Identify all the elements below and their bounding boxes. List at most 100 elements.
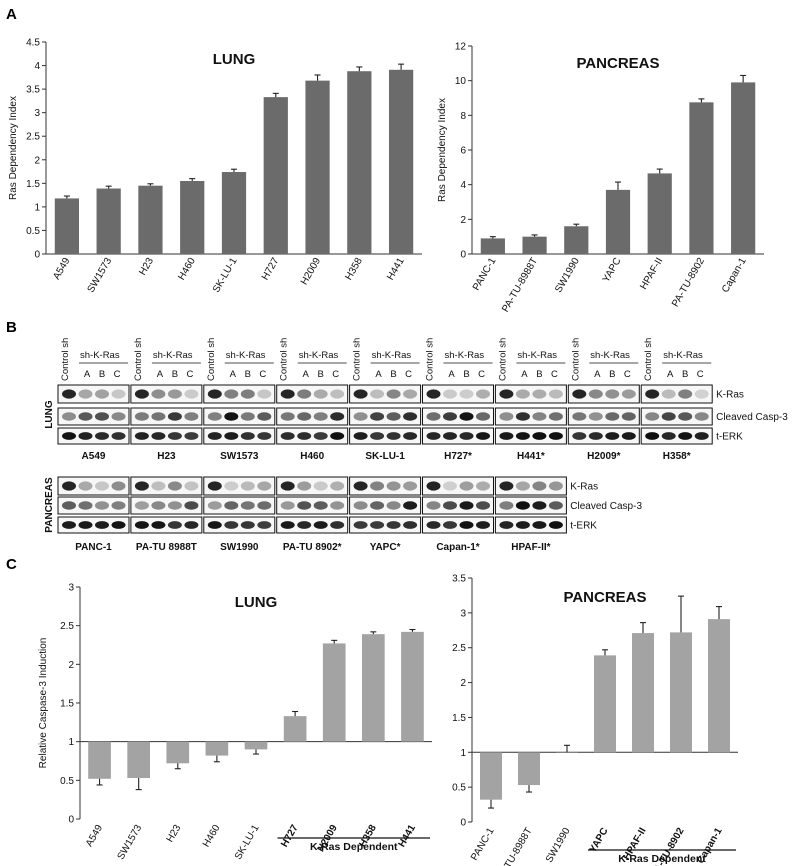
blot-band xyxy=(151,501,166,510)
blot-band xyxy=(78,412,93,421)
y-axis-label: Ras Dependency Index xyxy=(8,96,19,200)
blot-band xyxy=(257,412,272,421)
blot-band xyxy=(621,432,636,440)
blot-band xyxy=(426,389,441,399)
blot-band xyxy=(370,412,385,421)
chart-c-lung: LUNG 0 0.5 1 1.5 2 2.5 3 Relative Caspase-3 Indu… xyxy=(38,583,432,862)
blot-band xyxy=(403,501,418,510)
blot-band xyxy=(240,481,255,491)
blot-cell-line-label: HPAF-II* xyxy=(511,542,550,553)
blot-box xyxy=(203,516,276,534)
blot-lane-label: A xyxy=(667,369,674,380)
bar-a549 xyxy=(54,198,80,254)
bar-sw1573 xyxy=(96,188,121,254)
blot-box xyxy=(276,407,349,426)
y-tick-label: 6 xyxy=(460,146,466,157)
y-tick-label: 1.5 xyxy=(452,713,466,724)
blot-cell-line-label: H358* xyxy=(663,451,691,462)
blot-cell-line-label: SK-LU-1 xyxy=(365,451,405,462)
blot-band xyxy=(621,412,636,421)
blot-band xyxy=(476,412,490,421)
x-tick-label: PA-TU-8988T xyxy=(495,826,535,866)
blot-band xyxy=(403,521,418,529)
blot-lane-label: A xyxy=(375,369,382,380)
blot-lane-label: B xyxy=(536,369,542,380)
bar-yapc xyxy=(593,655,617,753)
bar-h2009 xyxy=(322,643,346,742)
y-tick-label: 1 xyxy=(68,737,74,748)
blot-cell-line-label: H441* xyxy=(517,451,545,462)
blot-band xyxy=(240,412,255,421)
blot-band xyxy=(184,501,199,510)
blot-cell-line-label: H727* xyxy=(444,451,472,462)
blot-band xyxy=(588,389,603,399)
y-tick-label: 2 xyxy=(460,678,466,689)
blot-band xyxy=(678,412,693,421)
blot-lane-label: A xyxy=(230,369,237,380)
blot-band xyxy=(111,501,126,510)
bar-h460 xyxy=(180,180,205,254)
bar-hpaf-ii xyxy=(631,633,655,753)
blot-band xyxy=(280,481,295,491)
blot-band xyxy=(386,521,401,529)
blot-band xyxy=(499,389,514,399)
blot-band xyxy=(443,481,457,491)
blot-band xyxy=(111,432,126,440)
blot-band xyxy=(330,521,345,529)
blot-band xyxy=(224,521,239,529)
blot-band xyxy=(313,481,328,491)
blot-header-control: Control sh xyxy=(425,338,436,381)
bar-capan-1 xyxy=(731,82,756,255)
blot-box xyxy=(57,496,130,515)
blot-header-control: Control sh xyxy=(643,338,654,381)
blot-band xyxy=(62,412,76,421)
blot-cell-line-label: Capan-1* xyxy=(436,542,479,553)
blot-band xyxy=(476,389,490,399)
blot-lane-label: B xyxy=(99,369,105,380)
blot-box xyxy=(276,476,349,496)
y-tick-label: 4 xyxy=(460,180,466,191)
blot-band xyxy=(62,389,76,399)
blot-lane-label: C xyxy=(332,369,339,380)
y-tick-label: 3 xyxy=(34,108,40,119)
blot-cell-line-label: H2009* xyxy=(587,451,620,462)
blot-band xyxy=(224,432,239,440)
blot-band xyxy=(443,432,457,440)
blot-band xyxy=(184,521,199,529)
blot-band xyxy=(224,501,239,510)
y-tick-label: 2 xyxy=(34,155,40,166)
x-tick-label: HPAF-II xyxy=(638,256,665,292)
blot-band xyxy=(370,389,385,399)
blot-band xyxy=(426,481,441,491)
bar-sw1990 xyxy=(555,752,579,753)
x-tick-label: YAPC xyxy=(601,256,624,284)
blot-band xyxy=(257,432,272,440)
blot-band xyxy=(78,432,93,440)
blot-band xyxy=(426,501,441,510)
blot-band xyxy=(370,501,385,510)
blot-band xyxy=(297,481,312,491)
blot-lane-label: B xyxy=(609,369,615,380)
y-tick-label: 12 xyxy=(455,42,467,53)
blot-cell-line-label: YAPC* xyxy=(370,542,401,553)
blot-band xyxy=(694,389,709,399)
blot-band xyxy=(111,412,126,421)
blot-band xyxy=(386,389,401,399)
x-tick-label: H23 xyxy=(165,823,184,845)
blot-band xyxy=(134,389,149,399)
blot-box xyxy=(494,384,567,404)
blot-band xyxy=(426,412,441,421)
blot-cell-line-label: PA-TU 8902* xyxy=(283,542,342,553)
blot-box xyxy=(203,427,276,445)
blot-band xyxy=(532,389,547,399)
blot-band xyxy=(572,432,587,440)
blot-band xyxy=(694,432,709,440)
blot-header-control: Control sh xyxy=(279,338,290,381)
blot-header-shkras: sh-K-Ras xyxy=(663,350,703,361)
bar-a549 xyxy=(88,741,111,779)
blot-box xyxy=(567,427,640,445)
blot-band xyxy=(459,521,474,529)
chart-title: PANCREAS xyxy=(576,55,659,72)
blot-band xyxy=(515,501,530,510)
blot-box xyxy=(422,384,494,404)
